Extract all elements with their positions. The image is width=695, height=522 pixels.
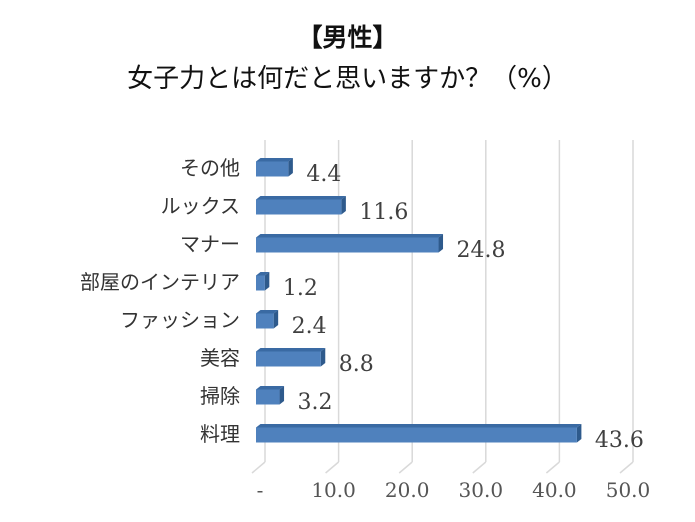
bar-side — [279, 386, 285, 405]
data-label: 8.8 — [339, 352, 374, 377]
data-label: 1.2 — [283, 276, 318, 301]
data-label: 2.4 — [292, 314, 327, 339]
bar-side — [288, 158, 293, 177]
category-label: ファッション — [120, 308, 240, 332]
floor-tick — [325, 461, 340, 474]
bar — [256, 237, 439, 253]
data-label: 4.4 — [306, 162, 341, 187]
category-label: 美容 — [200, 346, 240, 370]
category-label: マナー — [180, 232, 240, 256]
category-label: 料理 — [200, 422, 240, 446]
bar-top — [256, 196, 346, 200]
bar — [256, 199, 342, 215]
bar-top — [256, 310, 279, 314]
category-label: 掃除 — [200, 384, 240, 408]
data-label: 11.6 — [359, 200, 408, 225]
bar-side — [320, 348, 326, 367]
bar — [256, 313, 274, 329]
x-tick-label: 20.0 — [385, 478, 430, 502]
bar-top — [256, 158, 293, 162]
category-label: ルックス — [161, 194, 240, 218]
bar-top — [256, 424, 582, 428]
bar — [256, 275, 265, 291]
floor-tick — [472, 461, 487, 474]
bar-side — [438, 234, 444, 253]
bar-top — [256, 272, 270, 276]
floor-tick — [545, 461, 560, 474]
bar — [256, 427, 577, 443]
floor-tick — [251, 461, 266, 474]
bar — [256, 389, 280, 405]
x-tick-label: 50.0 — [606, 478, 651, 502]
bar-side — [341, 196, 346, 215]
category-label: その他 — [180, 156, 240, 180]
bar-side — [576, 424, 582, 443]
chart-title: 【男性】 — [297, 23, 398, 52]
bar-side — [273, 310, 279, 329]
bar-top — [256, 348, 326, 352]
category-label: 部屋のインテリア — [80, 270, 240, 294]
bar — [256, 351, 321, 367]
data-label: 24.8 — [457, 238, 506, 263]
bar-top — [256, 234, 444, 238]
floor-tick — [619, 461, 634, 474]
data-label: 43.6 — [595, 428, 644, 453]
chart-subtitle: 女子力とは何だと思いますか？（%） — [127, 64, 568, 94]
x-tick-label: - — [257, 478, 264, 502]
x-tick-label: 30.0 — [459, 478, 504, 502]
bar-side — [264, 272, 270, 291]
bar-top — [256, 386, 285, 390]
x-tick-label: 10.0 — [311, 478, 356, 502]
x-tick-label: 40.0 — [532, 478, 577, 502]
data-label: 3.2 — [298, 390, 333, 415]
bar — [256, 161, 289, 177]
floor-tick — [398, 461, 413, 474]
